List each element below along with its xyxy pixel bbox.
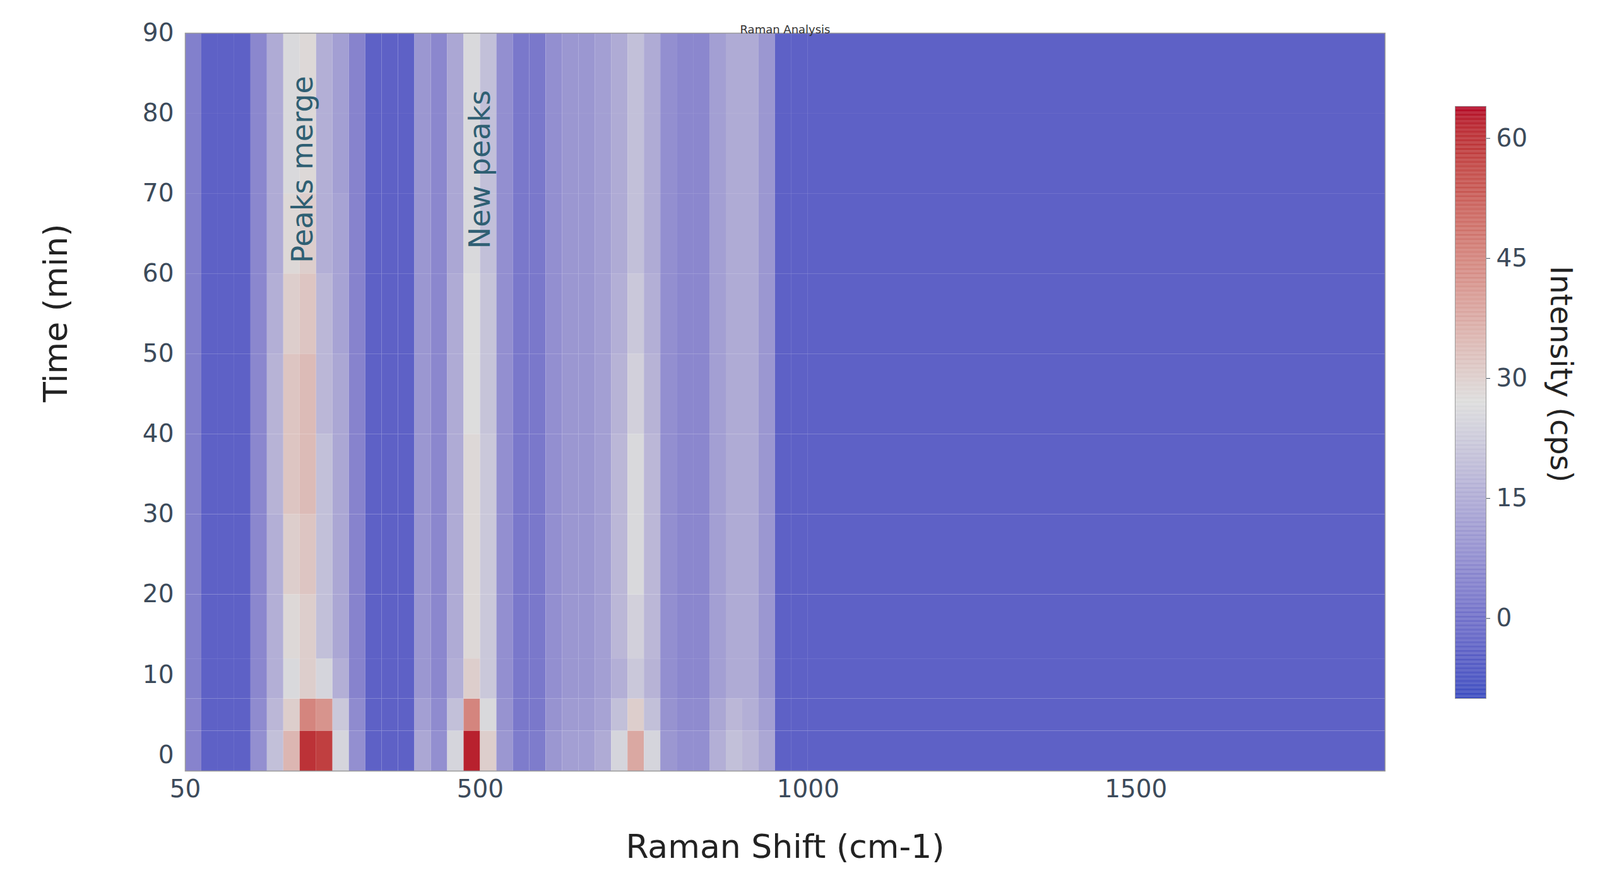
svg-text:60: 60 (1496, 123, 1529, 153)
svg-text:60: 60 (142, 258, 175, 288)
svg-text:New peaks: New peaks (462, 90, 497, 249)
svg-text:15: 15 (1496, 483, 1529, 512)
svg-text:1000: 1000 (776, 774, 840, 803)
svg-text:0: 0 (1496, 603, 1513, 632)
html-text:Intensity (cps): Intensity (cps) (1543, 265, 1580, 483)
svg-text:30: 30 (142, 499, 175, 528)
svg-text:90: 90 (142, 18, 175, 47)
svg-text:Raman Analysis: Raman Analysis (740, 22, 831, 36)
svg-text:10: 10 (142, 660, 175, 689)
svg-text:Raman Shift (cm-1): Raman Shift (cm-1) (625, 827, 945, 866)
svg-text:80: 80 (142, 98, 175, 127)
svg-text:Time (min): Time (min) (36, 224, 75, 403)
svg-text:40: 40 (142, 419, 175, 448)
svg-text:70: 70 (142, 178, 175, 208)
svg-text:500: 500 (456, 774, 504, 803)
svg-text:45: 45 (1496, 243, 1529, 273)
svg-text:50: 50 (142, 338, 175, 368)
svg-text:0: 0 (158, 740, 175, 769)
svg-text:50: 50 (169, 774, 202, 803)
svg-text:30: 30 (1496, 363, 1529, 392)
svg-text:20: 20 (142, 579, 175, 608)
svg-text:1500: 1500 (1104, 774, 1168, 803)
svg-text:Peaks merge: Peaks merge (285, 75, 320, 264)
